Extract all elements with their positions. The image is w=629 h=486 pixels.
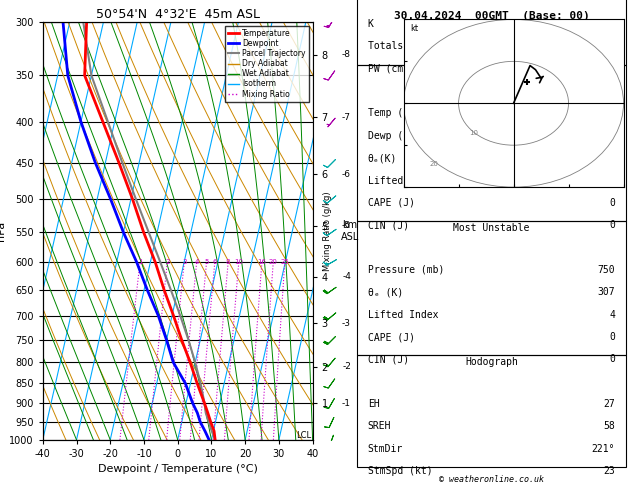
Text: -2: -2 bbox=[342, 362, 351, 371]
Text: CAPE (J): CAPE (J) bbox=[368, 332, 415, 342]
Text: Dewp (°C): Dewp (°C) bbox=[368, 131, 421, 141]
Text: -6: -6 bbox=[342, 170, 351, 178]
Text: 44: 44 bbox=[603, 41, 615, 52]
Text: StmSpd (kt): StmSpd (kt) bbox=[368, 466, 433, 476]
Text: 2.29: 2.29 bbox=[592, 64, 615, 74]
Text: 3: 3 bbox=[182, 260, 186, 265]
Text: kt: kt bbox=[410, 24, 418, 34]
Text: 27: 27 bbox=[603, 399, 615, 409]
Text: 0: 0 bbox=[610, 354, 615, 364]
Text: 10: 10 bbox=[234, 260, 243, 265]
Text: 0: 0 bbox=[610, 332, 615, 342]
Bar bbox=[357, 221, 626, 355]
Text: Mixing Ratio (g/kg): Mixing Ratio (g/kg) bbox=[323, 191, 331, 271]
X-axis label: Dewpoint / Temperature (°C): Dewpoint / Temperature (°C) bbox=[97, 465, 258, 474]
Text: 58: 58 bbox=[603, 421, 615, 432]
Bar bbox=[357, 65, 626, 221]
Text: Hodograph: Hodograph bbox=[465, 357, 518, 367]
Text: 24: 24 bbox=[603, 19, 615, 29]
Text: Totals Totals: Totals Totals bbox=[368, 41, 444, 52]
Title: 50°54'N  4°32'E  45m ASL: 50°54'N 4°32'E 45m ASL bbox=[96, 8, 260, 21]
Text: 25: 25 bbox=[281, 260, 289, 265]
Bar bbox=[357, 0, 626, 65]
Text: 0: 0 bbox=[610, 220, 615, 230]
Text: Temp (°C): Temp (°C) bbox=[368, 108, 421, 119]
Text: 8: 8 bbox=[226, 260, 230, 265]
Text: 23: 23 bbox=[603, 466, 615, 476]
Text: EH: EH bbox=[368, 399, 380, 409]
Text: Lifted Index: Lifted Index bbox=[368, 175, 438, 186]
Text: CIN (J): CIN (J) bbox=[368, 220, 409, 230]
Y-axis label: km
ASL: km ASL bbox=[341, 220, 359, 242]
Y-axis label: hPa: hPa bbox=[0, 221, 6, 241]
Text: 11.1: 11.1 bbox=[592, 108, 615, 119]
Text: Most Unstable: Most Unstable bbox=[454, 223, 530, 233]
Text: K: K bbox=[368, 19, 374, 29]
Text: 4: 4 bbox=[610, 310, 615, 320]
Text: 30.04.2024  00GMT  (Base: 00): 30.04.2024 00GMT (Base: 00) bbox=[394, 11, 589, 21]
Text: 221°: 221° bbox=[592, 444, 615, 454]
Legend: Temperature, Dewpoint, Parcel Trajectory, Dry Adiabat, Wet Adiabat, Isotherm, Mi: Temperature, Dewpoint, Parcel Trajectory… bbox=[225, 26, 309, 102]
Text: CAPE (J): CAPE (J) bbox=[368, 198, 415, 208]
Text: -5: -5 bbox=[342, 222, 351, 230]
Text: -7: -7 bbox=[342, 113, 351, 122]
Bar bbox=[357, 355, 626, 467]
Text: -4: -4 bbox=[342, 272, 351, 281]
Text: -1: -1 bbox=[342, 399, 351, 408]
Text: 0: 0 bbox=[610, 198, 615, 208]
Text: 16: 16 bbox=[257, 260, 267, 265]
Text: 20: 20 bbox=[269, 260, 277, 265]
Text: 5: 5 bbox=[204, 260, 209, 265]
Text: 9.3: 9.3 bbox=[598, 131, 615, 141]
Text: 1: 1 bbox=[138, 260, 142, 265]
Text: 750: 750 bbox=[598, 265, 615, 275]
Text: 307: 307 bbox=[598, 287, 615, 297]
Text: Pressure (mb): Pressure (mb) bbox=[368, 265, 444, 275]
Text: LCL: LCL bbox=[296, 431, 311, 440]
Text: 6: 6 bbox=[213, 260, 217, 265]
Text: 4: 4 bbox=[194, 260, 199, 265]
Text: 8: 8 bbox=[610, 175, 615, 186]
Text: 303: 303 bbox=[598, 153, 615, 163]
Text: SREH: SREH bbox=[368, 421, 391, 432]
Text: CIN (J): CIN (J) bbox=[368, 354, 409, 364]
Text: 2: 2 bbox=[165, 260, 169, 265]
Text: 20: 20 bbox=[430, 161, 439, 167]
Text: StmDir: StmDir bbox=[368, 444, 403, 454]
Text: -8: -8 bbox=[342, 51, 351, 59]
Text: 10: 10 bbox=[469, 130, 479, 137]
Text: θₑ (K): θₑ (K) bbox=[368, 287, 403, 297]
Text: PW (cm): PW (cm) bbox=[368, 64, 409, 74]
Text: Lifted Index: Lifted Index bbox=[368, 310, 438, 320]
Text: θₑ(K): θₑ(K) bbox=[368, 153, 398, 163]
Text: Surface: Surface bbox=[471, 66, 512, 76]
Text: -3: -3 bbox=[342, 319, 351, 328]
Text: © weatheronline.co.uk: © weatheronline.co.uk bbox=[439, 475, 544, 485]
